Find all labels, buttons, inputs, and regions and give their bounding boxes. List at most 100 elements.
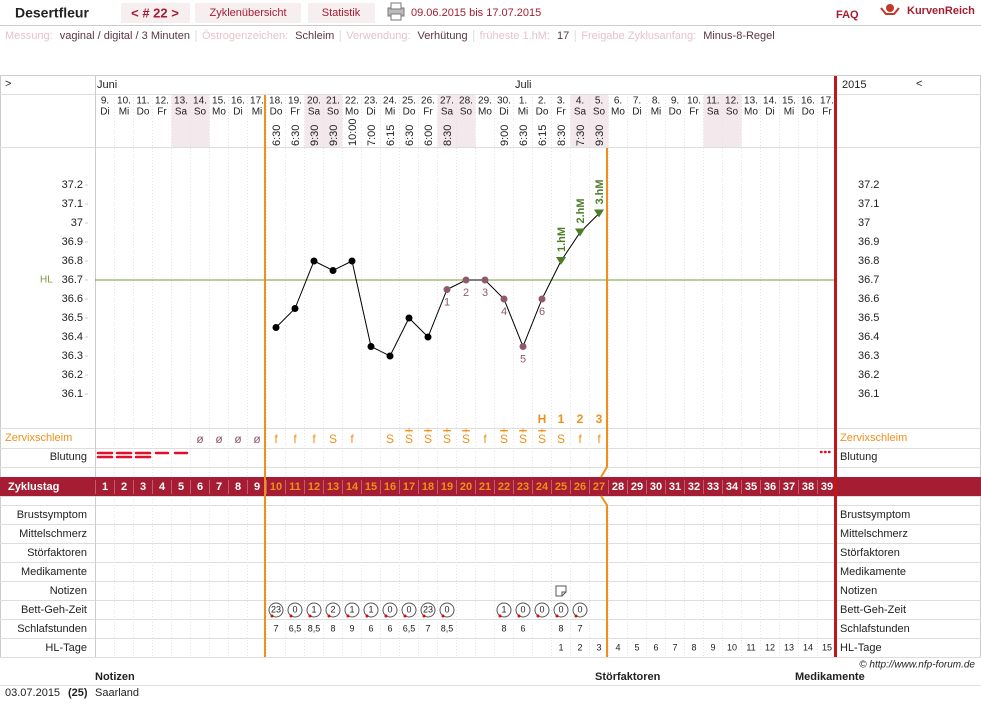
day-number: 15.	[212, 96, 226, 107]
day-number: 15.	[782, 96, 796, 107]
weekday: Sa	[441, 107, 454, 118]
y-tick-label: 36.4	[858, 331, 879, 343]
sleep-hours: 8	[558, 623, 563, 633]
day-number: 8.	[652, 96, 660, 107]
hl-day: 2	[577, 642, 582, 652]
cervix-plus: +	[539, 425, 544, 435]
y-tick-label: 36.7	[62, 274, 83, 286]
weekday: Di	[233, 107, 242, 118]
faq-link[interactable]: FAQ	[836, 9, 859, 21]
low-label: 4	[501, 306, 507, 318]
time: 6:00	[423, 125, 435, 146]
nav-right[interactable]: <	[916, 78, 922, 90]
time: 9:30	[309, 125, 321, 146]
sleep-hours: 6,5	[289, 623, 302, 633]
time: 9:00	[499, 125, 511, 146]
bed-time-arrow	[327, 614, 331, 618]
day-number: 10.	[687, 96, 701, 107]
note-icon[interactable]	[555, 585, 567, 597]
low-label: 6	[539, 306, 545, 318]
copyright: © http://www.nfp-forum.de	[859, 660, 975, 671]
period: 09.06.2015 bis 17.07.2015	[411, 7, 541, 19]
cycle-day: 26	[574, 481, 586, 493]
cervix-symbol: S	[329, 432, 337, 446]
weekday: So	[194, 107, 207, 118]
y-tick-label: 37.1	[62, 198, 83, 210]
overview-tab[interactable]	[195, 3, 301, 23]
weekend-shade	[323, 95, 343, 147]
sleep-hours: 7	[273, 623, 278, 633]
cycle-nav[interactable]: < # 22 >	[131, 5, 179, 20]
hl-day: 10	[727, 642, 737, 652]
cycle-day: 37	[783, 481, 795, 493]
peak-label: 2	[577, 412, 584, 426]
cycle-day: 2	[121, 481, 127, 493]
temperature-point	[424, 333, 432, 341]
day-number: 27.	[440, 96, 454, 107]
y-tick-label: 36.1	[62, 388, 83, 400]
bed-time-arrow	[346, 614, 350, 618]
cycle-tab[interactable]	[121, 3, 190, 23]
weekend-shade	[703, 95, 723, 147]
cervix-plus: +	[501, 425, 506, 435]
weekend-shade	[190, 95, 210, 147]
stats-tab[interactable]	[308, 3, 375, 23]
nav-left[interactable]: >	[5, 78, 11, 90]
temperature-point	[556, 257, 566, 265]
cycle-day: 20	[460, 481, 472, 493]
bed-time-circle	[382, 602, 398, 618]
bed-time: 0	[387, 604, 392, 614]
time: 6:15	[385, 125, 397, 146]
day-number: 7.	[633, 96, 641, 107]
printer-icon[interactable]	[387, 2, 405, 21]
tab[interactable]: Statistik	[322, 7, 361, 19]
peak-label: 3	[596, 412, 603, 426]
y-tick-label: 36.6	[62, 293, 83, 305]
bed-time-circle	[572, 602, 588, 618]
weekday: Mo	[345, 107, 359, 118]
weekend-shade	[437, 95, 457, 147]
temperature-point	[272, 324, 280, 331]
temperature-point	[519, 343, 527, 350]
weekday: Mi	[252, 107, 263, 118]
row-label: Brustsymptom	[17, 509, 87, 521]
bed-time-arrow	[574, 614, 578, 618]
y-tick-label: 36.5	[858, 312, 879, 324]
bed-time: 23	[423, 604, 433, 614]
bed-time-circle	[515, 602, 531, 618]
weekday: Do	[137, 107, 150, 118]
row-label: Notizen	[840, 585, 877, 597]
bed-time-arrow	[308, 614, 312, 618]
cycle-day: 23	[517, 481, 529, 493]
temperature-point	[367, 343, 375, 350]
weekday: Mo	[611, 107, 625, 118]
row-label: Störfaktoren	[840, 547, 900, 559]
bed-time-arrow	[403, 614, 407, 618]
row-label: Zervixschleim	[5, 432, 72, 444]
y-tick-label: 36.2	[858, 369, 879, 381]
y-tick-label: 36.8	[62, 255, 83, 267]
day-number: 5.	[595, 96, 603, 107]
cycle-day: 36	[764, 481, 776, 493]
temperature-point	[348, 257, 356, 265]
day-number: 9.	[101, 96, 109, 107]
y-tick-label: 37	[858, 217, 870, 229]
cycle-end-line	[600, 148, 608, 478]
weekday: Do	[270, 107, 283, 118]
info-label: Freigabe Zyklusanfang:	[581, 30, 696, 42]
bed-time-circle	[553, 602, 569, 618]
weekday: So	[593, 107, 606, 118]
hl-day: 15	[822, 642, 832, 652]
bed-time-arrow	[498, 614, 502, 618]
temperature-point	[462, 276, 470, 284]
temperature-point	[386, 352, 394, 360]
cycle-day: 38	[802, 481, 814, 493]
weekday: Do	[802, 107, 815, 118]
cervix-symbol: ø	[253, 432, 261, 446]
tab[interactable]: Zyklenübersicht	[209, 7, 286, 19]
month-label: Juni	[97, 79, 117, 91]
cycle-day: 4	[159, 481, 166, 493]
weekday: So	[460, 107, 473, 118]
chart-frame	[0, 75, 981, 658]
